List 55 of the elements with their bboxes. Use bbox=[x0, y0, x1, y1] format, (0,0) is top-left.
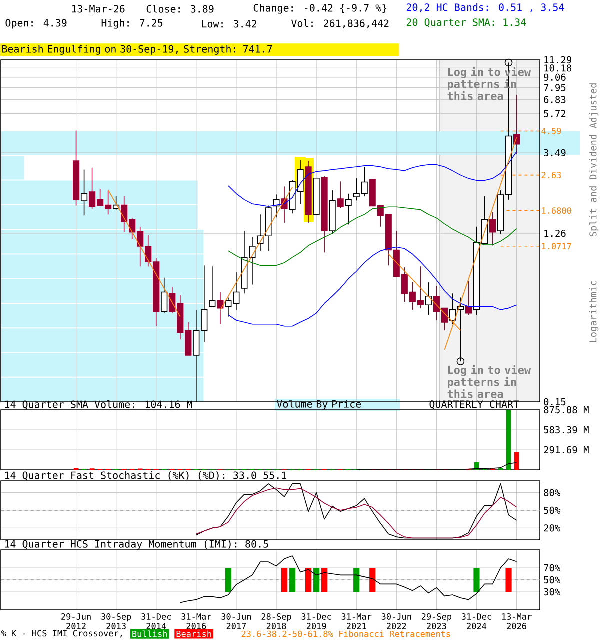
text: 20,2 HC Bands: 0.51 , 3.54 bbox=[406, 3, 564, 12]
legend-title: % K - HCS IMI Crossover, bbox=[1, 630, 122, 638]
x-tick-label: 30-Jun 2022 bbox=[382, 614, 412, 630]
text: Bullish bbox=[132, 630, 167, 638]
y-tick-label: 50% bbox=[544, 576, 561, 584]
x-tick-label: 30-Sep 2013 bbox=[102, 614, 132, 630]
y-tick-label: 3.49 bbox=[544, 149, 566, 157]
y-tick-label: 291.69 M bbox=[544, 446, 589, 454]
annotation: QUARTERLY CHART bbox=[430, 400, 520, 410]
text: 23.6-38.2-50-61.8% Fibonacci Retracements bbox=[242, 630, 450, 638]
y-tick-label: 50% bbox=[544, 506, 561, 514]
x-tick-label: 29-Jun 2012 bbox=[62, 614, 91, 630]
y-tick-label: 583.39 M bbox=[544, 426, 589, 434]
y-tick-label: 6.83 bbox=[544, 96, 566, 104]
ref-line-label: 1.6800 bbox=[542, 208, 572, 214]
y-tick-label: 0.15 bbox=[544, 398, 566, 406]
y-tick-label: 5.72 bbox=[544, 110, 566, 118]
y-tick-label: 30% bbox=[544, 588, 561, 596]
text: 13-Mar-26 bbox=[72, 5, 125, 13]
y-tick-label: 7.95 bbox=[544, 84, 566, 92]
y-tick-label: 70% bbox=[544, 564, 561, 572]
ref-line-label: 2.63 bbox=[542, 172, 562, 179]
y-tick-label: 1.26 bbox=[544, 230, 566, 238]
text: Bearish Engulfing on 30-Sep-19, Strength: 741.7 bbox=[2, 45, 272, 55]
y-tick-label: 875.08 M bbox=[544, 406, 589, 414]
chart-title: 14 Quarter HCS Intraday Momentum (IMI): 80.5 bbox=[5, 540, 268, 550]
x-tick-label: 28-Sep 2018 bbox=[262, 614, 292, 630]
y-tick-label: 10.18 bbox=[544, 64, 572, 72]
x-tick-label: 30-Jun 2017 bbox=[222, 614, 252, 630]
text: Open: 4.39 bbox=[6, 19, 67, 29]
y-tick-label: 20% bbox=[544, 524, 561, 532]
x-tick-label: 31-Mar 2021 bbox=[342, 614, 372, 630]
y-tick-label: 9.06 bbox=[544, 74, 566, 82]
chart-title: 14 Quarter SMA Volume: 104.16 M bbox=[5, 400, 192, 410]
x-tick-label: 31-Dec 2014 bbox=[142, 614, 172, 630]
text: Change: -0.42 {-9.7 %} bbox=[254, 4, 387, 14]
text: Logarithmic bbox=[589, 281, 599, 342]
chart-title: 14 Quarter Fast Stochastic (%K) (%D): 33.0 55.1 bbox=[5, 472, 286, 480]
y-axis-title: Split and Dividend Adjusted bbox=[589, 84, 599, 237]
text: Bearish bbox=[176, 630, 212, 638]
ref-line-label: 4.59 bbox=[542, 128, 562, 134]
ref-line-label: 1.0717 bbox=[542, 243, 572, 250]
annotation: Log in to view patterns in this area bbox=[448, 365, 532, 398]
x-tick-label: 31-Mar 2016 bbox=[182, 614, 212, 630]
x-tick-label: 31-Dec 2024 bbox=[462, 614, 492, 630]
text: 20 Quarter SMA: 1.34 bbox=[406, 18, 526, 28]
text: Close: 3.89 bbox=[146, 5, 214, 13]
text: Vol: 261,836,442 bbox=[291, 19, 389, 29]
x-tick-label: 31-Dec 2019 bbox=[302, 614, 332, 630]
x-tick-label: 29-Sep 2023 bbox=[422, 614, 452, 630]
text: High: 7.25 bbox=[102, 19, 163, 29]
y-tick-label: 11.29 bbox=[544, 56, 572, 64]
x-tick-label: 13-Mar 2026 bbox=[502, 614, 532, 630]
text: Low: 3.42 bbox=[202, 20, 257, 28]
y-tick-label: 80% bbox=[544, 489, 561, 496]
